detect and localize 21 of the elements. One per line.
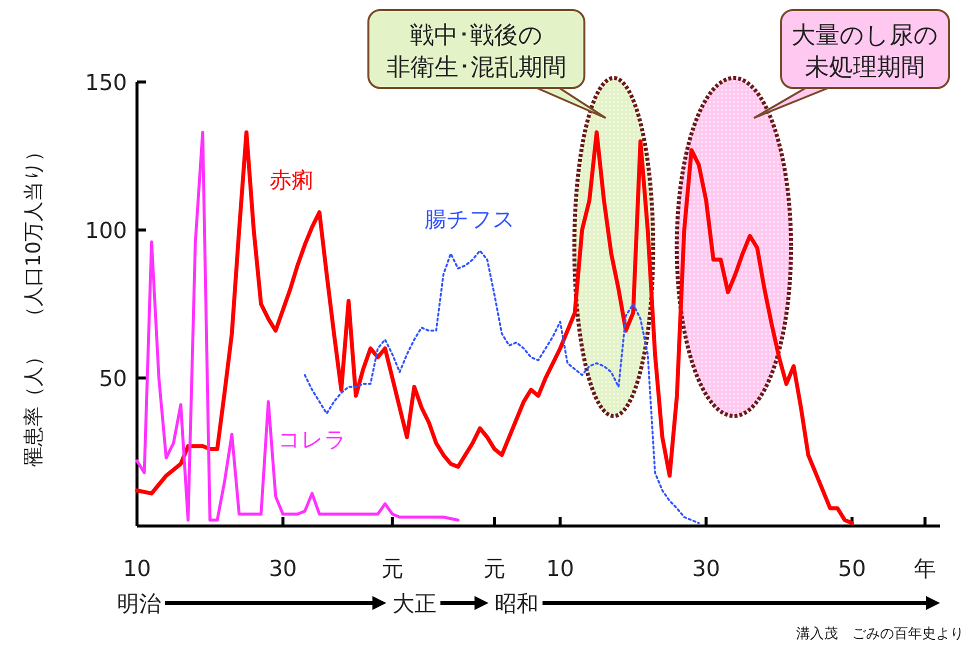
x-tick-label: 年 <box>914 557 936 582</box>
x-tick-label: 30 <box>692 557 720 582</box>
text: 明治 <box>117 592 161 617</box>
x-tick-label: 10 <box>123 557 151 582</box>
x-tick-label: 元 <box>381 557 404 582</box>
y-tick-label: 100 <box>85 219 127 244</box>
x-tick-label: 30 <box>268 557 297 582</box>
text: 溝入茂 ごみの百年史より <box>796 626 964 642</box>
series-label: コレラ <box>278 428 348 453</box>
text: 大量のし尿の未処理期間 <box>792 21 939 81</box>
series-label: 腸チフス <box>424 208 516 233</box>
y-tick-label: 150 <box>85 71 127 96</box>
x-tick-label: 元 <box>484 557 506 582</box>
text: 戦中･戦後の非衛生･混乱期間 <box>386 21 566 81</box>
x-tick-label: 50 <box>838 557 866 582</box>
y-tick-label: 50 <box>99 367 127 392</box>
x-tick-label: 10 <box>546 557 574 582</box>
y-axis-title: 罹患率（人） （人口10万人当り） <box>21 141 45 468</box>
text: 大正 <box>392 592 436 617</box>
series-label: 赤痢 <box>269 168 314 194</box>
text: 昭和 <box>494 592 539 617</box>
